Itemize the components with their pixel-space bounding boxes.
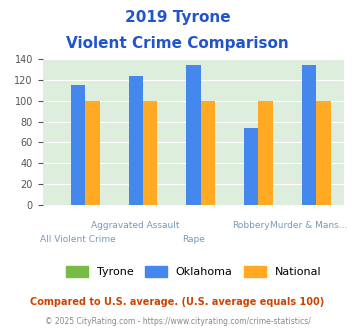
Text: All Violent Crime: All Violent Crime: [40, 235, 116, 244]
Bar: [71, 85, 85, 205]
Text: Rape: Rape: [182, 235, 205, 244]
Bar: [201, 101, 215, 205]
Text: Aggravated Assault: Aggravated Assault: [92, 221, 180, 230]
Text: Robbery: Robbery: [233, 221, 270, 230]
Bar: [186, 65, 201, 205]
Legend: Tyrone, Oklahoma, National: Tyrone, Oklahoma, National: [66, 266, 321, 278]
Text: © 2025 CityRating.com - https://www.cityrating.com/crime-statistics/: © 2025 CityRating.com - https://www.city…: [45, 317, 310, 326]
Text: Violent Crime Comparison: Violent Crime Comparison: [66, 36, 289, 51]
Bar: [316, 101, 331, 205]
Bar: [302, 65, 316, 205]
Bar: [129, 76, 143, 205]
Text: 2019 Tyrone: 2019 Tyrone: [125, 10, 230, 25]
Bar: [258, 101, 273, 205]
Bar: [244, 128, 258, 205]
Bar: [85, 101, 100, 205]
Text: Compared to U.S. average. (U.S. average equals 100): Compared to U.S. average. (U.S. average …: [31, 297, 324, 307]
Text: Murder & Mans...: Murder & Mans...: [270, 221, 348, 230]
Bar: [143, 101, 157, 205]
